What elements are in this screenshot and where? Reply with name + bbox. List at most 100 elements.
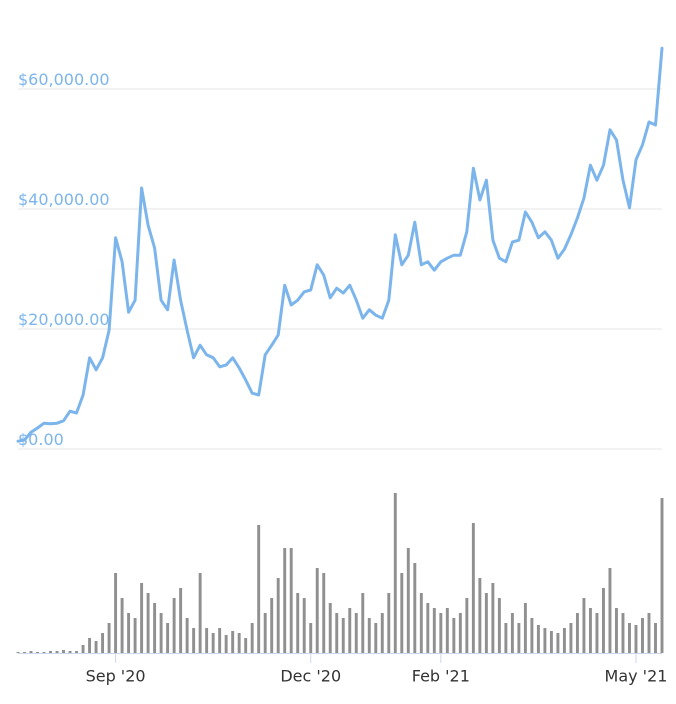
volume-bar <box>114 573 118 653</box>
volume-bar <box>159 613 163 653</box>
volume-bar <box>413 563 417 653</box>
volume-bar <box>250 623 254 653</box>
volume-bar <box>432 608 436 653</box>
volume-bar <box>367 618 371 653</box>
volume-bar <box>582 598 586 653</box>
volume-bar <box>445 608 449 653</box>
volume-bar <box>393 493 397 653</box>
volume-bar <box>510 613 514 653</box>
volume-bar <box>283 548 287 653</box>
volume-bar <box>179 588 183 653</box>
volume-bar <box>478 578 482 653</box>
volume-bar <box>205 628 209 653</box>
volume-bar <box>628 623 631 653</box>
volume-bar <box>335 613 339 653</box>
volume-bar <box>491 583 495 653</box>
volume-bar <box>49 651 52 653</box>
volume-bar <box>198 573 202 653</box>
volume-bar <box>127 613 131 653</box>
volume-bar <box>549 631 553 653</box>
volume-bar <box>621 613 625 653</box>
y-tick-label: $20,000.00 <box>18 310 110 329</box>
volume-bar <box>400 573 404 653</box>
volume-bar <box>146 593 150 653</box>
volume-bar <box>471 523 475 653</box>
volume-bar <box>172 598 176 653</box>
volume-bar <box>211 633 215 653</box>
volume-bar <box>224 635 228 653</box>
volume-bar <box>523 603 527 653</box>
volume-bar <box>406 548 410 653</box>
volume-bar <box>556 633 560 653</box>
volume-bar <box>16 652 20 653</box>
volume-bar <box>575 613 579 653</box>
x-tick-label: Dec '20 <box>280 667 341 686</box>
volume-bar <box>315 568 319 653</box>
volume-bar <box>289 548 293 653</box>
volume-bar <box>42 652 46 653</box>
volume-bar <box>530 618 534 653</box>
volume-bar <box>634 625 638 653</box>
volume-bar <box>426 603 430 653</box>
volume-bar <box>458 613 462 653</box>
volume-bar <box>140 583 144 653</box>
volume-bar <box>81 645 85 653</box>
volume-bar <box>361 593 365 653</box>
volume-bar <box>419 593 423 653</box>
volume-bar <box>608 568 612 653</box>
volume-bar <box>244 638 248 653</box>
volume-bar <box>641 618 644 653</box>
volume-bar <box>296 593 300 653</box>
volume-bar <box>439 613 443 653</box>
volume-bar <box>270 598 274 653</box>
volume-bar <box>94 641 98 653</box>
x-tick-label: May '21 <box>605 667 668 686</box>
volume-bar <box>322 573 326 653</box>
volume-bar <box>62 650 65 653</box>
volume-bar <box>88 638 92 653</box>
volume-bar <box>309 623 313 653</box>
volume-bar <box>465 598 469 653</box>
volume-bar <box>276 578 280 653</box>
volume-bar <box>218 628 222 653</box>
volume-bar <box>562 628 566 653</box>
volume-bar <box>601 588 605 653</box>
volume-bar <box>595 613 599 653</box>
volume-bar <box>153 603 157 653</box>
volume-bar <box>68 651 72 653</box>
volume-bar <box>348 608 352 653</box>
volume-bar <box>257 525 261 653</box>
price-line <box>16 46 664 443</box>
volume-bar <box>133 618 137 653</box>
volume-bar <box>647 613 651 653</box>
volume-bar <box>380 613 384 653</box>
volume-bar <box>29 651 33 653</box>
volume-bar <box>231 631 235 653</box>
volume-bar <box>588 608 592 653</box>
volume-bar <box>517 623 521 653</box>
volume-bar <box>166 623 170 653</box>
volume-bar <box>75 651 79 653</box>
volume-bar <box>654 623 657 653</box>
volume-bar <box>107 623 111 653</box>
volume-bar <box>354 613 358 653</box>
volume-bar <box>660 498 664 653</box>
volume-bar <box>237 633 241 653</box>
x-tick-label: Sep '20 <box>86 667 146 686</box>
y-tick-label: $60,000.00 <box>18 70 110 89</box>
volume-bar <box>55 651 59 653</box>
volume-bar <box>504 623 508 653</box>
x-tick-label: Feb '21 <box>412 667 470 686</box>
volume-bar <box>36 652 39 653</box>
volume-bar <box>185 618 189 653</box>
volume-bar <box>569 623 573 653</box>
volume-bar <box>302 598 306 653</box>
volume-bar <box>387 593 391 653</box>
volume-bar <box>192 628 196 653</box>
volume-bar <box>23 652 26 653</box>
volume-bar <box>328 603 332 653</box>
volume-bar <box>101 633 105 653</box>
volume-bar <box>484 593 488 653</box>
